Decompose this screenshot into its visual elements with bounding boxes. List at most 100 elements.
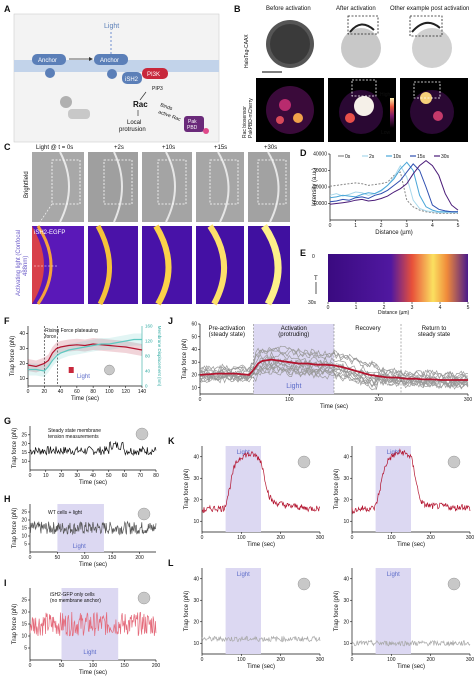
i-xtick-label: 200: [152, 663, 161, 669]
l1-xtick-label: 300: [466, 657, 474, 663]
j-ytick-label: 40: [191, 347, 197, 353]
i-xtick-label: 50: [59, 663, 65, 669]
f-xtick-label: 0: [27, 389, 30, 395]
h-cell-icon: [137, 507, 151, 521]
anchor2-label: Anchor: [100, 58, 119, 64]
protrusion-label: protrusion: [119, 127, 146, 133]
d-series-30s: [329, 159, 459, 211]
panel-label-h: H: [4, 494, 11, 504]
d-xtick-label: 3: [405, 223, 408, 229]
halo-after-cell: [341, 28, 381, 68]
g-xtick-label: 40: [90, 473, 96, 479]
k1-xtick-label: 0: [351, 535, 354, 541]
e-xtick-label: 0: [327, 305, 330, 311]
kymo-t: T: [314, 276, 318, 282]
k1-light-label: Light: [387, 450, 400, 456]
d-series-2s: [329, 164, 458, 214]
panel-c-images: Light @ t = 0s +2s +10s +15s +30s Bright…: [16, 145, 290, 306]
panel-h: H 0 50 100 150 200 5 10 15 20 25 Time (sec) Trap fo…: [4, 494, 166, 570]
kymo-t0: 0: [312, 254, 315, 260]
k0-ytick-label: 20: [193, 497, 199, 503]
j-xtick-label: 100: [285, 397, 294, 403]
l1-xtick-label: 200: [426, 657, 435, 663]
h-ytick-label: 20: [21, 518, 27, 524]
h-ytick-label: 25: [21, 510, 27, 516]
j-act-2: (protruding): [278, 332, 309, 338]
e-xtick-label: 4: [439, 305, 442, 311]
j-trace: [199, 351, 469, 382]
d-ytick-label: 30000: [313, 168, 327, 174]
h-xtick-label: 50: [55, 555, 61, 561]
l0-cell-icon: [297, 577, 311, 591]
panel-d: D 0 1 2 3 4 5 10000 20000 30000 40000 Distance (µm…: [296, 146, 472, 244]
g-xtick-label: 50: [106, 473, 112, 479]
binds-label: Binds: [159, 102, 173, 112]
g-xtick-label: 30: [74, 473, 80, 479]
k0-ytick-label: 10: [193, 519, 199, 525]
i-cell-icon: [137, 591, 151, 605]
f-xtick-label: 20: [42, 389, 48, 395]
force-displacement-chart: 0 20 40 60 80 100 120 140 10 20 30 40 Time (sec) Trap…: [10, 324, 162, 402]
anchor1-label: Anchor: [38, 58, 57, 64]
k0-light-window: [225, 446, 261, 532]
panel-g: G 0 10 20 30 40 50 60 70 80 10 15 20 25 Time (sec) Tra…: [4, 416, 166, 488]
j-mean-trace: [199, 358, 468, 381]
k0-trace: [201, 451, 321, 514]
cbar-low: Low: [381, 130, 391, 136]
l0-light-window: [225, 568, 261, 654]
f-xlabel: Time (sec): [71, 396, 99, 402]
ish2-free-domain: [60, 96, 72, 108]
col-other: Other example post activation: [390, 6, 470, 12]
h-xtick-label: 200: [135, 555, 144, 561]
f-xtick-label: 40: [58, 389, 64, 395]
d-ytick-label: 20000: [313, 185, 327, 191]
h-xtick-label: 100: [81, 555, 90, 561]
f-rising-2: force: [45, 334, 56, 340]
l0-light-label: Light: [237, 572, 250, 578]
panel-label-c: C: [4, 142, 11, 152]
i-ytick-label: 5: [24, 646, 27, 652]
f-ylabel: Trap force (pN): [10, 336, 16, 376]
k1-ytick-label: 40: [343, 454, 349, 460]
l1-light-label: Light: [387, 572, 400, 578]
h-ytick-label: 5: [24, 542, 27, 548]
kymo-image: [328, 254, 468, 302]
f-series-displacement: [28, 338, 142, 372]
pbd-label: PBD: [187, 125, 198, 131]
k1-xtick-label: 100: [387, 535, 396, 541]
pi3k-box: [142, 68, 168, 79]
k0-xtick-label: 300: [316, 535, 325, 541]
j-xtick-label: 300: [464, 397, 473, 403]
i-ytick-label: 10: [21, 634, 27, 640]
brightfield-label: Brightfield: [24, 171, 30, 198]
d-xtick-label: 4: [431, 223, 434, 229]
fluorescence-row: [32, 224, 290, 306]
kymo-xticks: 0 1 2 3 4 5: [327, 302, 470, 311]
i-light-label: Light: [83, 650, 96, 656]
d-legend-label: 10s: [393, 154, 402, 160]
f-xtick-label: 120: [122, 389, 131, 395]
j-trace: [199, 366, 469, 391]
g-cell-icon: [135, 427, 149, 441]
l1-ytick-label: 40: [343, 576, 349, 582]
kymograph: 0 T 30s 0 1 2 3 4 5 Distance (µm): [308, 254, 470, 316]
anchor1-box: [32, 54, 66, 65]
l0-ytick-label: 30: [193, 598, 199, 604]
f-y2tick-label: 80: [145, 354, 151, 359]
f-y2tick-label: 40: [145, 369, 151, 374]
h-xtick-label: 0: [29, 555, 32, 561]
panel-b-images: HaloTag-CAAX Rac biosensor PakPBD-mCherr…: [242, 14, 468, 142]
h-trace: [29, 520, 157, 536]
col-after: After activation: [336, 6, 376, 12]
panel-label-a: A: [4, 4, 11, 14]
f-y2tick-label: 160: [145, 324, 153, 329]
j-xtick-label: 0: [199, 397, 202, 403]
f-cell-icon: [104, 364, 115, 376]
l1-xtick-label: 0: [351, 657, 354, 663]
g-ylabel: Trap force (pN): [12, 428, 18, 468]
rac-label: Rac: [133, 100, 148, 109]
h-xlabel: Time (sec): [79, 562, 107, 568]
e-xtick-label: 1: [355, 305, 358, 311]
f-series-force: [27, 343, 143, 368]
